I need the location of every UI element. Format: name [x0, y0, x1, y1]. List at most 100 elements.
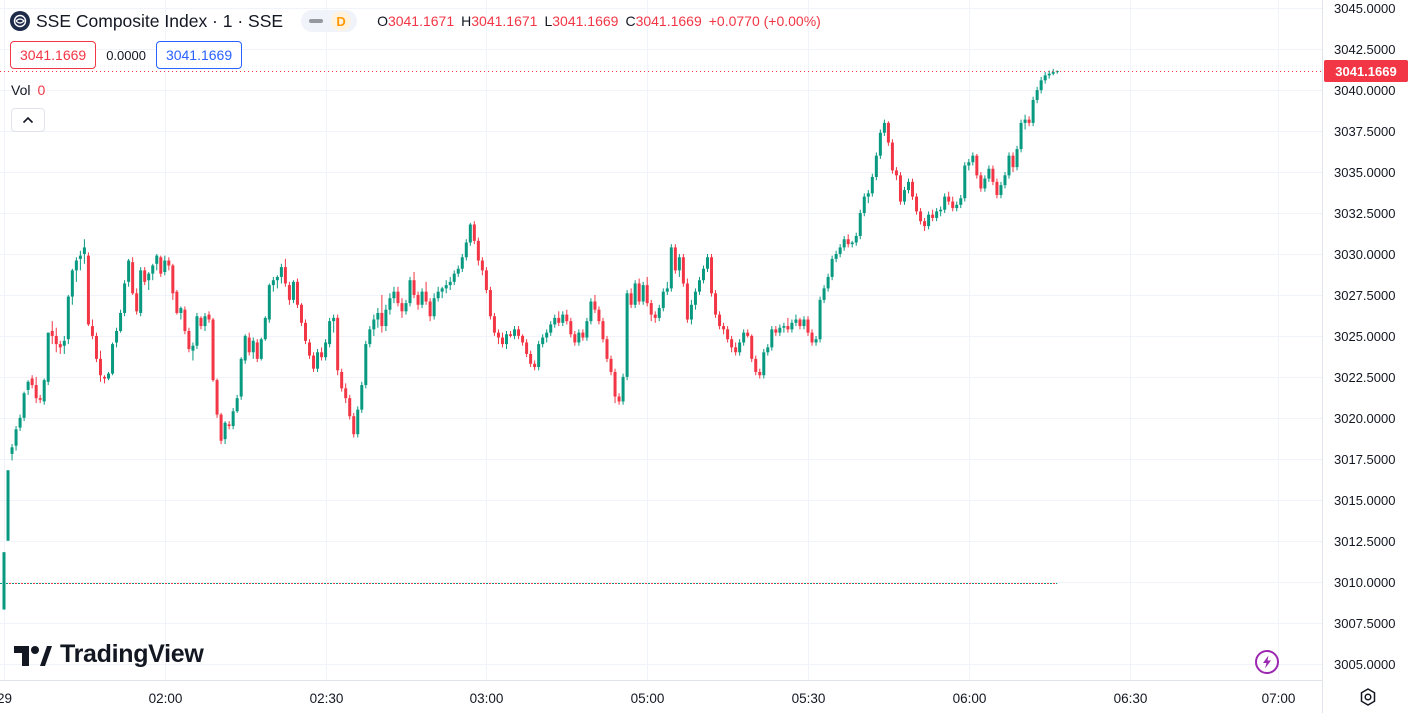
candle-body	[139, 270, 143, 313]
candle-body	[432, 298, 436, 317]
candle-body	[939, 209, 943, 212]
candle-body	[448, 281, 452, 286]
candle-body	[70, 270, 74, 297]
candle-body	[577, 332, 581, 343]
candle-body	[882, 122, 886, 133]
candle-body	[561, 314, 565, 323]
sell-button[interactable]: 3041.1669	[10, 41, 97, 69]
candle-body	[706, 257, 709, 269]
spread-value: 0.0000	[106, 47, 146, 63]
candle-body	[74, 260, 78, 271]
candle-body	[935, 211, 939, 218]
candle-body	[420, 291, 424, 305]
candle-body	[26, 381, 30, 390]
candle-body	[1047, 73, 1051, 76]
candle-body	[915, 196, 919, 212]
candle-body	[408, 280, 412, 304]
candle-body	[581, 332, 585, 338]
candle-body	[641, 285, 645, 302]
candle-body	[649, 303, 653, 315]
time-axis[interactable]: 29 02:00 02:30 03:00 05:00 05:30 06:00 06:30 07:…	[0, 680, 1322, 707]
candle-body	[669, 247, 673, 289]
candle-body	[738, 342, 742, 353]
candle-body	[609, 358, 613, 372]
candle-body	[697, 280, 701, 292]
price-tick-label: 3030.0000	[1334, 247, 1395, 262]
candle-body	[902, 190, 906, 202]
candle-body	[517, 329, 521, 336]
candle-body	[919, 211, 923, 222]
candle-body	[529, 353, 533, 364]
time-tick-label: 05:30	[792, 691, 826, 706]
time-tick-label: 02:30	[310, 691, 344, 706]
candle-body	[898, 175, 902, 202]
candle-body	[766, 347, 770, 353]
candle-body	[585, 321, 589, 338]
candle-body	[1015, 149, 1019, 168]
candle-body	[814, 339, 818, 343]
candle-body	[521, 335, 525, 343]
candle-body	[183, 309, 187, 331]
candle-body	[312, 355, 316, 369]
candle-body	[271, 280, 275, 286]
candle-body	[472, 224, 476, 241]
candle-body	[123, 283, 127, 313]
last-price-label: 3041.1669	[1324, 60, 1408, 82]
candle-body	[967, 162, 971, 166]
settings-gear-icon[interactable]	[1358, 687, 1378, 707]
volume-label[interactable]: Vol	[11, 82, 31, 98]
market-status-pill[interactable]: D	[301, 10, 358, 32]
collapse-legend-button[interactable]	[11, 108, 45, 132]
candle-body	[480, 260, 484, 271]
candle-body	[613, 371, 617, 397]
candle-body	[786, 326, 790, 330]
candlestick-series	[2, 68, 1059, 610]
candle-body	[665, 288, 669, 292]
candle-body	[541, 337, 545, 345]
candle-body	[549, 324, 553, 333]
candle-body	[199, 317, 203, 327]
candle-body	[842, 239, 846, 248]
candle-body	[428, 301, 432, 317]
candle-body	[239, 358, 243, 397]
price-tick-label: 3010.0000	[1334, 575, 1395, 590]
candle-body	[392, 291, 396, 299]
candle-body	[66, 296, 70, 340]
candle-body	[18, 417, 22, 428]
lightning-icon[interactable]	[1255, 650, 1279, 674]
price-tick-label: 3005.0000	[1334, 657, 1395, 672]
symbol-title[interactable]: SSE Composite Index · 1 · SSE	[36, 10, 284, 31]
candle-body	[545, 332, 549, 338]
candle-body	[336, 317, 340, 371]
candle-body	[689, 304, 693, 320]
price-tick-label: 3027.5000	[1334, 288, 1395, 303]
candle-body	[396, 291, 400, 304]
candle-body	[987, 168, 991, 179]
candle-body	[227, 424, 231, 427]
candle-body	[722, 326, 726, 330]
chart-grid	[0, 0, 1322, 680]
candle-body	[593, 301, 597, 310]
candle-body	[344, 388, 348, 399]
buy-button[interactable]: 3041.1669	[155, 41, 243, 69]
candle-body	[143, 270, 147, 282]
candle-body	[235, 398, 239, 412]
brand-name: TradingView	[60, 640, 204, 668]
price-axis[interactable]: 3005.0000 3007.5000 3010.0000 3012.5000 3015…	[1322, 0, 1396, 713]
candle-body	[279, 267, 283, 277]
candle-body	[452, 273, 456, 282]
candle-body	[98, 358, 102, 376]
candle-body	[215, 380, 219, 415]
candle-body	[645, 285, 649, 304]
candle-body	[368, 329, 372, 345]
candle-body	[203, 316, 207, 327]
candle-body	[975, 155, 979, 176]
candle-body	[255, 342, 259, 359]
candle-body	[597, 309, 601, 322]
time-tick-label: 05:00	[631, 691, 665, 706]
candle-body	[657, 308, 661, 318]
candle-body	[806, 319, 810, 333]
tradingview-logo[interactable]: TradingView	[14, 640, 204, 669]
candle-body	[388, 298, 392, 310]
